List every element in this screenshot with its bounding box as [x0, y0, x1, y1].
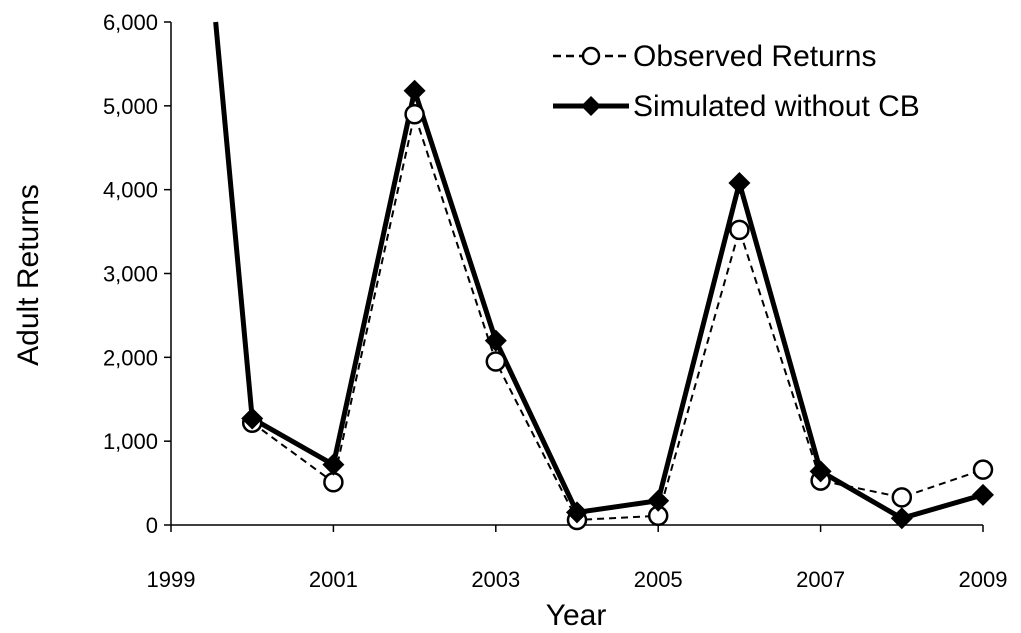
observed-point [972, 459, 994, 480]
observed-point [404, 103, 425, 125]
legend-observed-label: Observed Returns [633, 40, 876, 73]
x-tick-label: 2009 [959, 567, 1008, 592]
legend-entry-observed: Observed Returns [553, 40, 876, 73]
series [213, 21, 994, 531]
legend-observed-marker [581, 46, 601, 66]
legend-entry-simulated: Simulated without CB [553, 90, 920, 123]
legend-simulated-marker [581, 96, 601, 116]
y-tick-label: 6,000 [103, 10, 158, 35]
legend: Observed Returns Simulated without CB [553, 40, 920, 123]
x-tick-label: 2001 [309, 567, 358, 592]
observed-point [891, 487, 913, 508]
observed-point [485, 351, 507, 372]
observed-series-line [251, 110, 984, 522]
simulated-point [890, 507, 913, 530]
x-tick-label: 2007 [796, 567, 845, 592]
simulated-point [809, 460, 832, 483]
y-axis-title: Adult Returns [12, 184, 45, 366]
y-tick-label: 3,000 [103, 262, 158, 287]
simulated-point [484, 329, 507, 352]
y-tick-label: 1,000 [103, 429, 158, 454]
legend-simulated-label: Simulated without CB [633, 90, 920, 123]
observed-point [323, 471, 344, 493]
x-tick-label: 1999 [147, 567, 196, 592]
x-axis-title: Year [546, 599, 607, 632]
y-tick-label: 4,000 [103, 178, 158, 203]
simulated-point [566, 501, 588, 524]
y-tick-label: 2,000 [103, 345, 158, 370]
simulated-point [728, 171, 751, 194]
y-tick-label: 5,000 [103, 94, 158, 119]
x-tick-label: 2005 [634, 567, 683, 592]
simulated-point [972, 483, 994, 506]
simulated-point [647, 489, 670, 512]
y-tick-label: 0 [146, 513, 158, 538]
observed-point [729, 219, 750, 241]
simulated-point [403, 79, 426, 102]
ticks: 0 1,000 2,000 3,000 4,000 5,000 6,000 1999 2001 2… [103, 10, 1008, 592]
simulated-point [241, 407, 264, 430]
simulated-point [322, 453, 345, 476]
x-tick-label: 2003 [471, 567, 520, 592]
